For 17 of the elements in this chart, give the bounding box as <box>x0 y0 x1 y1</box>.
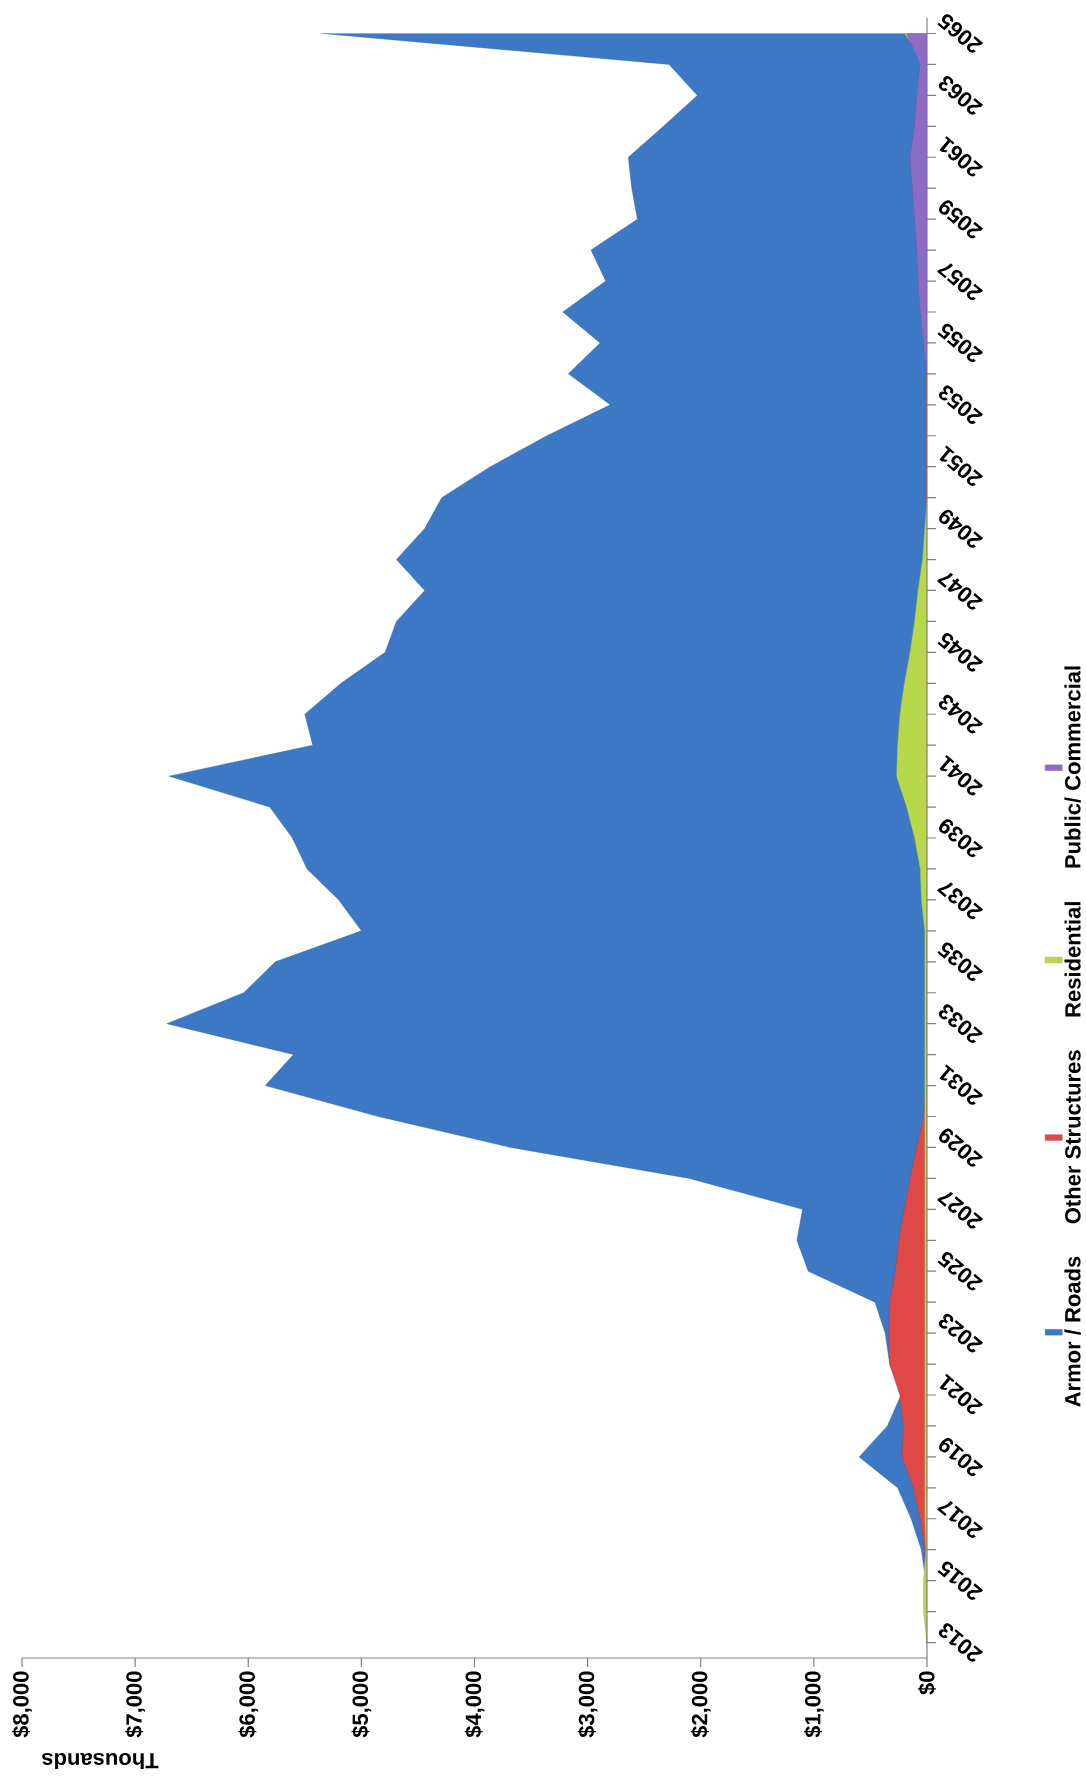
x-tick-label: $3,000 <box>577 1671 598 1738</box>
legend-label: Armor / Roads <box>1064 1256 1081 1407</box>
x-axis-title: Thousands <box>42 1752 159 1770</box>
legend-label: Other Structures <box>1064 1050 1081 1224</box>
y-tick-label: 2047 <box>937 572 983 610</box>
x-tick-label: $5,000 <box>351 1671 372 1738</box>
x-tick-label: $2,000 <box>690 1671 711 1738</box>
x-tick-label: $6,000 <box>238 1671 259 1738</box>
x-tick-label: $8,000 <box>12 1671 32 1738</box>
x-tick-label: $0 <box>918 1671 936 1695</box>
legend-label: Residential <box>1064 902 1081 1017</box>
x-tick-label: $1,000 <box>803 1671 824 1738</box>
legend-label: Public/ Commercial <box>1064 666 1081 868</box>
x-tick-label: $7,000 <box>125 1671 145 1738</box>
y-tick-label: 2027 <box>937 1191 983 1229</box>
y-tick-label: 2017 <box>937 1501 983 1539</box>
x-tick-label: $4,000 <box>464 1671 485 1738</box>
